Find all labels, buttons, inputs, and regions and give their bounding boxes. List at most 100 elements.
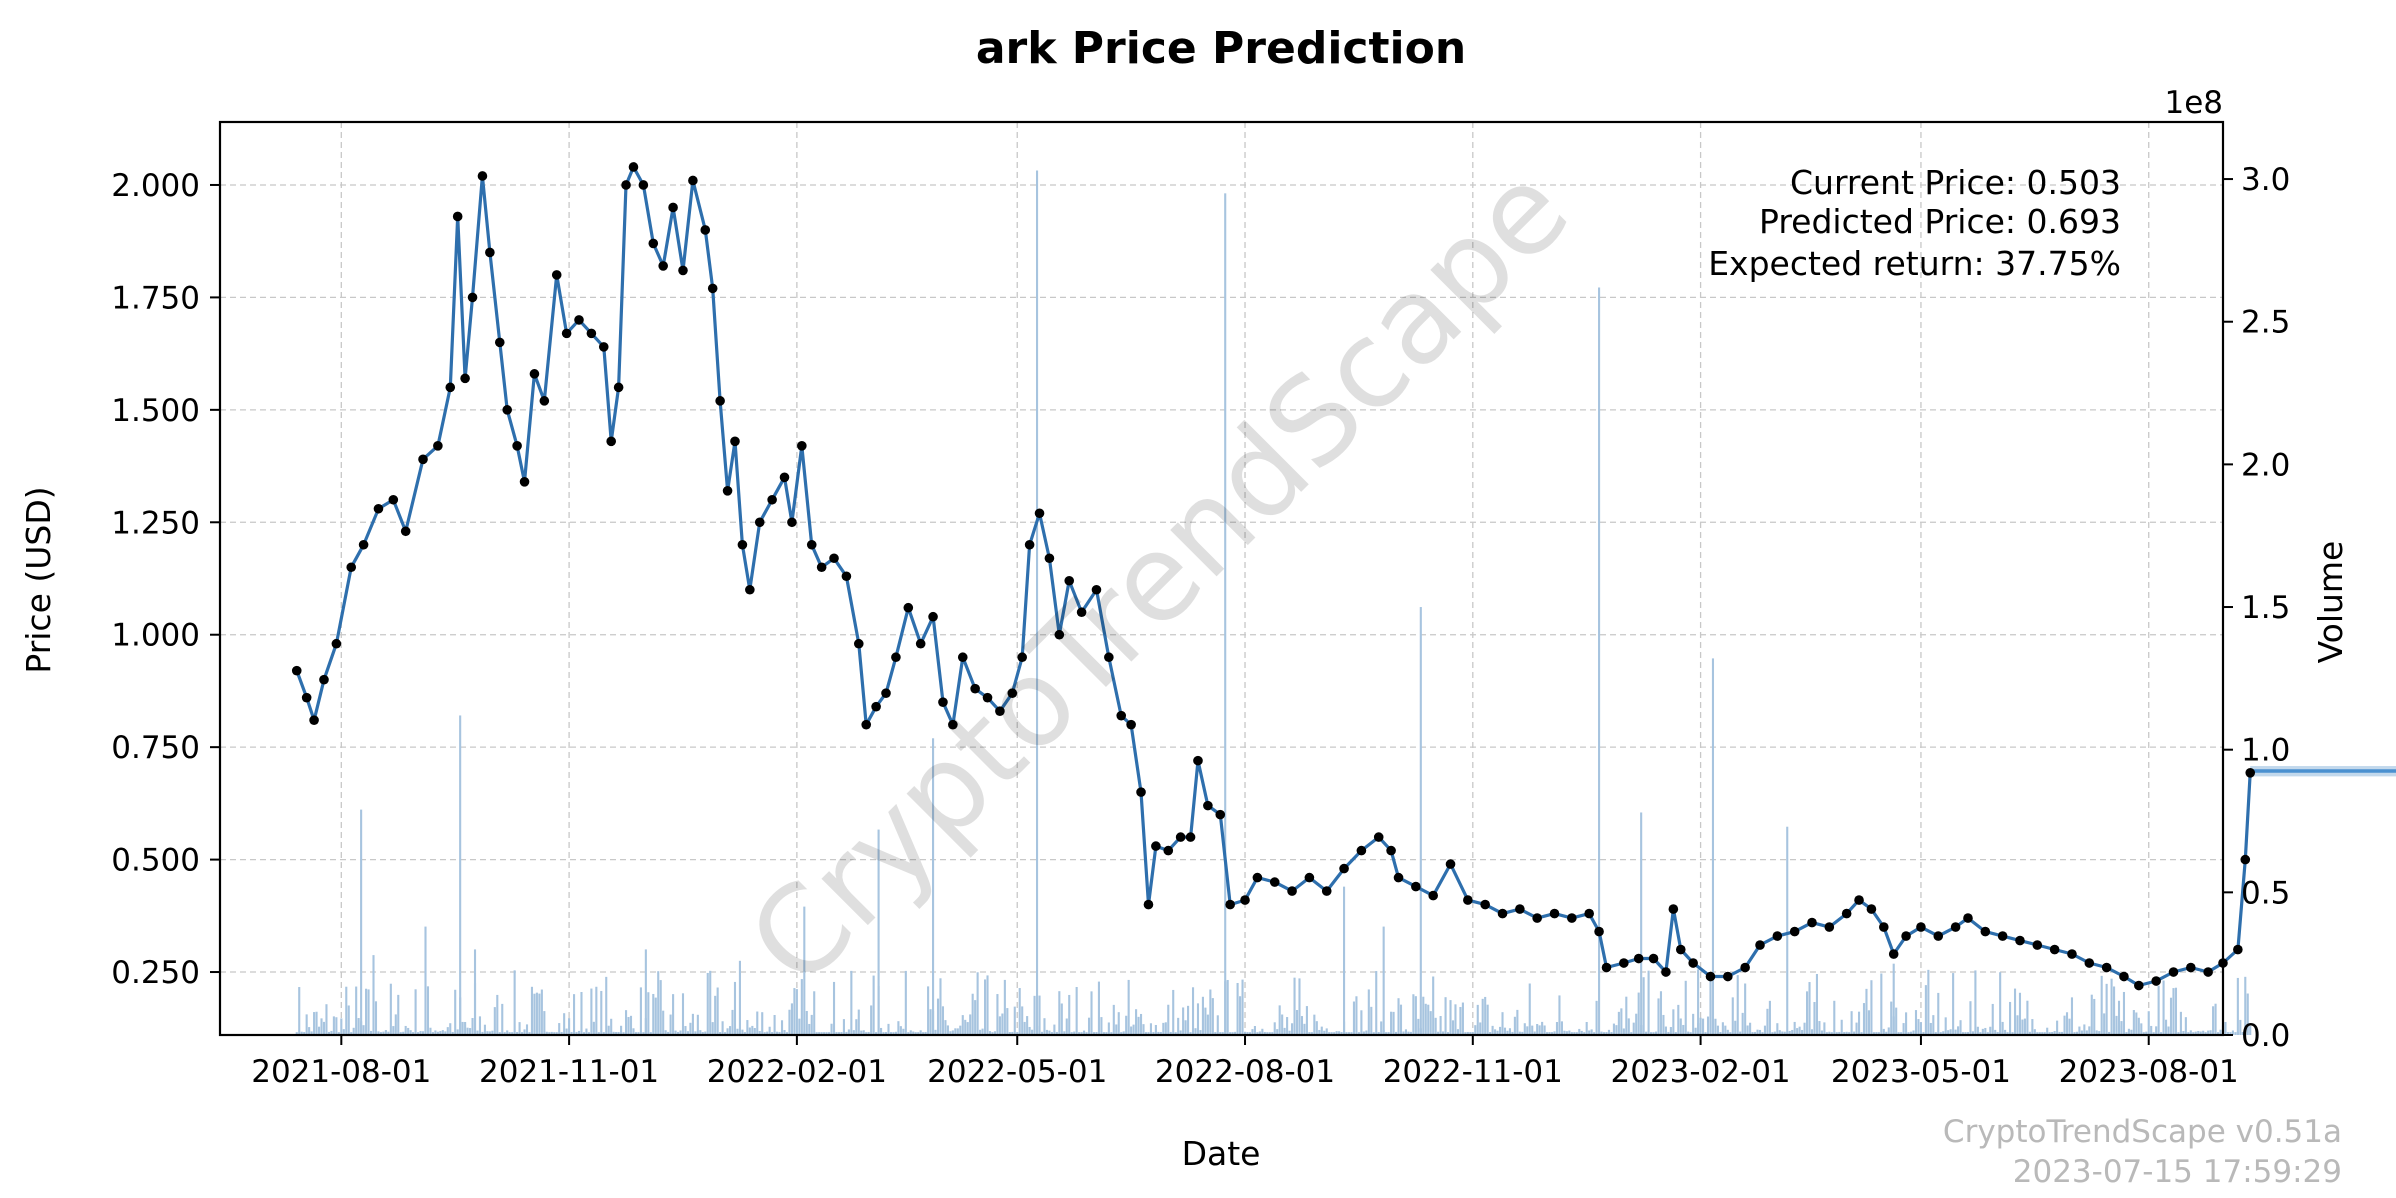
- x-tick-label: 2023-08-01: [2059, 1054, 2239, 1090]
- volume-bar: [1729, 1032, 1732, 1035]
- volume-bar: [1833, 1000, 1836, 1035]
- volume-bar: [2021, 1019, 2024, 1035]
- grid-lines: [220, 122, 2223, 1035]
- volume-bar: [2046, 1027, 2049, 1035]
- volume-bar: [899, 1026, 902, 1035]
- volume-bar: [436, 1031, 439, 1035]
- volume-bar: [780, 1020, 784, 1035]
- volume-bar: [1508, 1028, 1511, 1035]
- volume-bars: [295, 170, 2252, 1036]
- volume-bar: [602, 1032, 605, 1035]
- volume-bar: [2184, 1017, 2187, 1035]
- volume-bar: [394, 1014, 397, 1035]
- price-marker: [1044, 553, 1055, 564]
- volume-bar: [2038, 1032, 2041, 1035]
- volume-bar: [1112, 1004, 1115, 1035]
- volume-bar: [1194, 1028, 1197, 1035]
- volume-bar: [773, 1015, 776, 1035]
- volume-bar: [689, 1022, 692, 1035]
- price-marker: [1126, 719, 1136, 730]
- volume-bar: [959, 1025, 962, 1035]
- volume-bar: [2152, 1032, 2155, 1035]
- volume-bar: [1724, 1025, 1727, 1035]
- volume-bar: [865, 1032, 868, 1035]
- volume-bar: [743, 1032, 746, 1035]
- volume-bar: [2177, 1032, 2180, 1035]
- price-marker: [1034, 508, 1045, 519]
- price-marker: [806, 539, 817, 550]
- volume-bar: [1432, 976, 1435, 1035]
- volume-bar: [379, 1032, 382, 1035]
- volume-bar: [295, 1032, 298, 1035]
- volume-spike: [372, 955, 375, 1035]
- volume-bar: [1273, 1022, 1276, 1035]
- price-marker: [561, 328, 572, 339]
- volume-bar: [2231, 1030, 2234, 1035]
- volume-bar: [2207, 1030, 2210, 1035]
- price-marker: [1584, 908, 1594, 919]
- volume-bar: [1001, 1013, 1004, 1035]
- volume-bar: [1716, 1025, 1719, 1035]
- volume-bar: [1942, 1031, 1945, 1035]
- volume-bar: [1798, 1026, 1801, 1035]
- volume-spike: [1999, 972, 2002, 1035]
- volume-bar: [429, 1027, 432, 1035]
- volume-bar: [446, 1027, 449, 1035]
- volume-bar: [1031, 1029, 1034, 1035]
- volume-bar: [2100, 975, 2103, 1035]
- volume-bar: [884, 1032, 888, 1035]
- volume-bar: [1315, 1021, 1318, 1035]
- volume-bar: [553, 1032, 556, 1035]
- volume-bar: [1667, 1031, 1670, 1035]
- volume-bar: [1038, 995, 1041, 1035]
- volume-bar: [1377, 1032, 1380, 1035]
- volume-bar: [2093, 998, 2096, 1035]
- volume-bar: [1652, 1032, 1655, 1035]
- volume-bar: [1991, 1003, 1994, 1035]
- price-marker: [1594, 926, 1604, 937]
- volume-bar: [2165, 1019, 2168, 1035]
- price-marker: [1515, 904, 1525, 914]
- volume-bar: [2150, 1025, 2153, 1035]
- volume-bar: [1065, 1018, 1068, 1035]
- volume-bar: [1229, 1032, 1232, 1035]
- volume-bar: [1442, 1031, 1445, 1035]
- price-marker: [730, 436, 740, 447]
- volume-bar: [1632, 1022, 1635, 1035]
- volume-bar: [1823, 1022, 1826, 1035]
- volume-bar: [1835, 1032, 1838, 1035]
- volume-bar: [513, 970, 516, 1035]
- volume-bar: [748, 1027, 751, 1035]
- volume-bar: [1011, 1031, 1014, 1035]
- volume-bar: [1739, 1031, 1742, 1035]
- volume-bar: [1003, 979, 1006, 1035]
- price-marker: [621, 180, 631, 190]
- volume-bar: [1154, 1024, 1157, 1035]
- volume-bar: [2016, 1015, 2019, 1035]
- volume-bar: [1090, 991, 1093, 1035]
- volume-bar: [1746, 1025, 1749, 1035]
- volume-bar: [629, 1015, 633, 1035]
- price-marker: [494, 337, 505, 348]
- volume-bar: [587, 1032, 590, 1035]
- y-tick-label: 1.000: [111, 618, 200, 654]
- volume-bar: [335, 1017, 338, 1035]
- price-marker: [1601, 962, 1612, 973]
- y-axis-ticks: 0.250 0.500 0.750 1.000 1.250 1.500 1.750 2.000: [111, 168, 220, 991]
- volume-bar: [1914, 1010, 1918, 1035]
- volume-bar: [1055, 1031, 1058, 1035]
- volume-spike: [1640, 812, 1643, 1035]
- volume-bar: [1402, 1031, 1405, 1035]
- volume-bar: [1944, 1017, 1947, 1035]
- volume-bar: [1546, 1032, 1549, 1035]
- price-marker: [1648, 953, 1659, 964]
- volume-bar: [2132, 1010, 2135, 1035]
- volume-bar: [872, 975, 875, 1035]
- volume-bar: [1887, 1027, 1890, 1035]
- volume-bar: [1083, 1030, 1086, 1035]
- volume-bar: [1310, 1032, 1313, 1035]
- price-marker: [2186, 962, 2196, 973]
- volume-bar: [726, 1028, 729, 1035]
- price-marker: [331, 638, 342, 649]
